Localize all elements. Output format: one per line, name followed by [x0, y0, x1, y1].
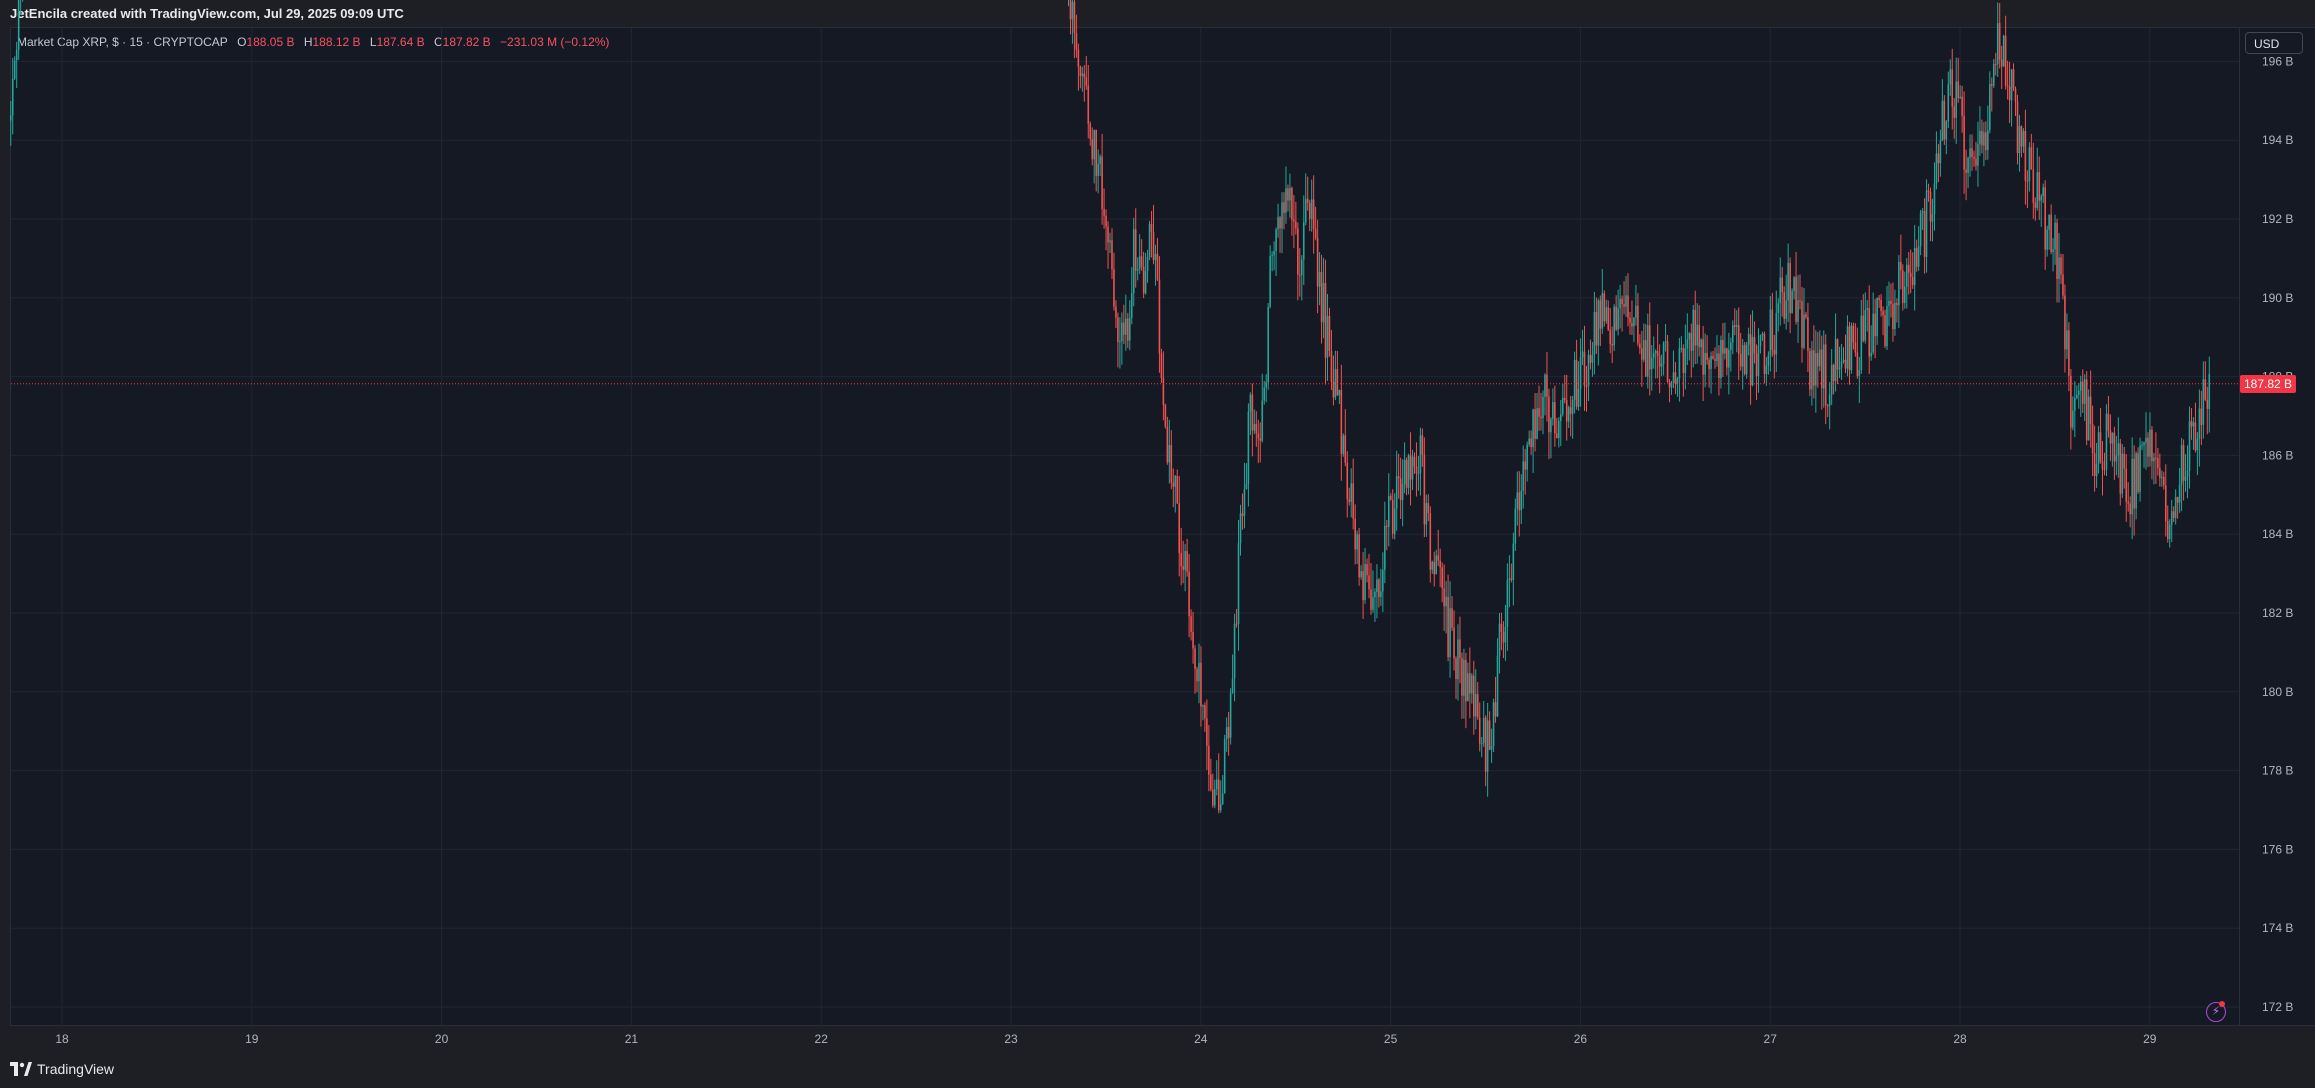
chart-pane[interactable]	[10, 27, 2240, 1026]
currency-button[interactable]: USD	[2245, 32, 2303, 54]
x-tick-label: 23	[1004, 1032, 1018, 1046]
x-axis-ticks: 18 19 20 21 22 23 24 25 26 27 28 29	[55, 1032, 2156, 1046]
legend-high-value: 188.12 B	[312, 35, 361, 49]
bottom-bar	[0, 1052, 2315, 1088]
x-tick-label: 26	[1574, 1032, 1588, 1046]
legend-low-value: 187.64 B	[376, 35, 425, 49]
legend-low-label: L	[369, 35, 377, 49]
legend-high-label: H	[303, 35, 313, 49]
x-tick-label: 18	[55, 1032, 69, 1046]
x-tick-label: 20	[435, 1032, 449, 1046]
x-tick-label: 21	[625, 1032, 639, 1046]
x-tick-label: 24	[1194, 1032, 1208, 1046]
x-tick-label: 27	[1764, 1032, 1778, 1046]
x-tick-label: 22	[815, 1032, 829, 1046]
chart-legend: Market Cap XRP, $ · 15 · CRYPTOCAP O188.…	[17, 35, 609, 49]
legend-change: −231.03 M (−0.12%)	[500, 35, 610, 49]
legend-symbol: Market Cap XRP, $ · 15 · CRYPTOCAP	[17, 35, 228, 49]
x-tick-label: 19	[245, 1032, 259, 1046]
tradingview-logo[interactable]: TradingView	[10, 1060, 114, 1078]
top-bar: JetEncila created with TradingView.com, …	[0, 0, 2315, 26]
legend-close-label: C	[433, 35, 443, 49]
price-scale[interactable]	[2240, 27, 2315, 1026]
attribution-text: JetEncila created with TradingView.com, …	[10, 6, 404, 21]
legend-close-value: 187.82 B	[442, 35, 491, 49]
legend-open-value: 188.05 B	[246, 35, 295, 49]
tradingview-brand-text: TradingView	[37, 1061, 115, 1077]
notification-dot	[2219, 1001, 2225, 1007]
legend-open-label: O	[237, 35, 247, 49]
x-tick-label: 25	[1384, 1032, 1398, 1046]
lightning-icon[interactable]: ⚡	[2206, 1002, 2226, 1022]
tradingview-logo-icon	[10, 1062, 32, 1076]
last-price-badge: 187.82 B	[2240, 374, 2296, 393]
x-tick-label: 28	[1953, 1032, 1967, 1046]
x-tick-label: 29	[2143, 1032, 2157, 1046]
